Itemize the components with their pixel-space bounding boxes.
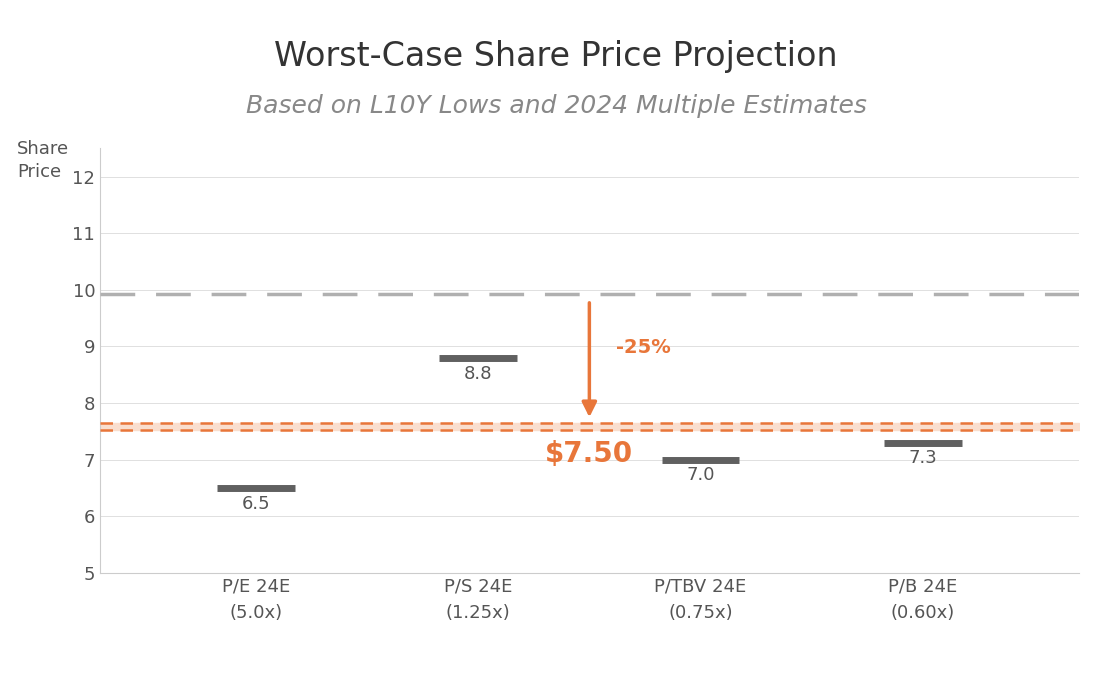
Text: 8.8: 8.8 — [464, 365, 493, 383]
Text: 7.3: 7.3 — [909, 450, 937, 468]
Text: Share
Price: Share Price — [17, 140, 69, 181]
Text: $7.50: $7.50 — [545, 440, 634, 468]
Text: 6.5: 6.5 — [241, 495, 270, 513]
Text: -25%: -25% — [616, 338, 671, 357]
Text: Worst-Case Share Price Projection: Worst-Case Share Price Projection — [275, 40, 837, 73]
Text: 7.0: 7.0 — [686, 466, 715, 485]
Text: Based on L10Y Lows and 2024 Multiple Estimates: Based on L10Y Lows and 2024 Multiple Est… — [246, 94, 866, 119]
